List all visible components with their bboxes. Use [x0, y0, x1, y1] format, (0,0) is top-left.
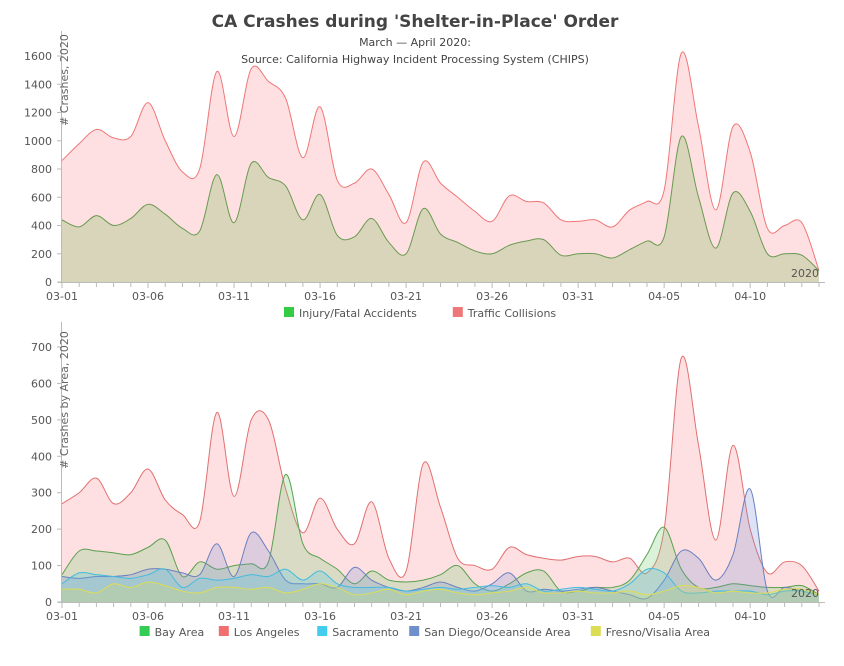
legend-item[interactable]: Los Angeles	[218, 626, 300, 639]
legend-label: Fresno/Visalia Area	[606, 626, 710, 639]
x-tick-label: 04-10	[734, 610, 766, 623]
y-tick-label: 1600	[24, 50, 52, 63]
legend-swatch	[590, 626, 601, 636]
line-sacramento	[61, 568, 820, 596]
legend-swatch	[317, 626, 328, 636]
legend-label: Sacramento	[332, 626, 399, 639]
chart-2: 0 100 200 300 400 500 600 700 03-01 03-06 03-11 03-…	[31, 322, 825, 639]
line-los-angeles	[61, 355, 820, 592]
year-label: 2020	[791, 587, 819, 600]
x-tick-label: 04-10	[734, 290, 766, 303]
x-tick-label: 03-31	[562, 290, 594, 303]
area-los-angeles	[62, 356, 819, 602]
y-tick-label: 800	[31, 163, 52, 176]
y-tick-label: 200	[31, 248, 52, 261]
legend-label: Los Angeles	[234, 626, 300, 639]
legend-item[interactable]: Fresno/Visalia Area	[590, 626, 710, 639]
chart-1: 0 200 400 600 800 1000 1200 1400 1600 03-01 03-06 0…	[24, 31, 825, 320]
legend-label: Injury/Fatal Accidents	[299, 307, 417, 320]
x-tick-label: 04-05	[648, 610, 680, 623]
area-bay-area	[62, 474, 819, 602]
x-tick-label: 03-21	[390, 290, 422, 303]
y-tick-label: 500	[31, 414, 52, 427]
chart-source: Source: California Highway Incident Proc…	[241, 53, 589, 66]
y-tick-label: 1200	[24, 107, 52, 120]
legend-item[interactable]: San Diego/Oceanside Area	[409, 626, 571, 639]
y-tick-label: 400	[31, 220, 52, 233]
y-tick-label: 100	[31, 560, 52, 573]
legend-swatch	[218, 626, 229, 636]
x-tick-label: 04-05	[648, 290, 680, 303]
y-tick-label: 0	[45, 276, 52, 289]
y-tick-label: 0	[45, 596, 52, 609]
y-tick-label: 700	[31, 341, 52, 354]
legend-label: San Diego/Oceanside Area	[424, 626, 570, 639]
x-tick-label: 03-26	[476, 290, 508, 303]
y-tick-label: 300	[31, 487, 52, 500]
x-tick-label: 03-01	[46, 610, 78, 623]
line-bay-area	[61, 473, 820, 596]
y-tick-label: 200	[31, 523, 52, 536]
legend-item[interactable]: Bay Area	[139, 626, 205, 639]
y-tick-label: 1400	[24, 78, 52, 91]
x-tick-label: 03-11	[218, 290, 250, 303]
legend: Bay Area Los Angeles Sacramento San Diego/O…	[139, 626, 710, 639]
area-traffic-collisions	[62, 51, 819, 282]
x-tick-label: 03-01	[46, 290, 78, 303]
legend-item[interactable]: Sacramento	[317, 626, 399, 639]
y-tick-label: 600	[31, 377, 52, 390]
legend: Injury/Fatal Accidents Traffic Collisions	[284, 307, 556, 320]
y-axis-title: # Crashes by Area, 2020	[58, 331, 71, 469]
area-san-diego-oceanside-area	[62, 488, 819, 602]
legend-label: Traffic Collisions	[467, 307, 557, 320]
chart-title: CA Crashes during 'Shelter-in-Place' Ord…	[211, 12, 619, 32]
y-tick-label: 600	[31, 191, 52, 204]
area-injury-fatal-accidents	[62, 135, 819, 282]
y-tick-label: 400	[31, 450, 52, 463]
legend-swatch	[452, 307, 463, 317]
x-tick-label: 03-31	[562, 610, 594, 623]
x-tick-label: 03-21	[390, 610, 422, 623]
legend-swatch	[409, 626, 420, 636]
x-tick-label: 03-06	[132, 610, 164, 623]
area-fresno-visalia-area	[62, 581, 819, 602]
legend-item[interactable]: Traffic Collisions	[452, 307, 557, 320]
legend-item[interactable]: Injury/Fatal Accidents	[284, 307, 417, 320]
x-tick-label: 03-06	[132, 290, 164, 303]
x-tick-label: 03-16	[304, 610, 336, 623]
chart-subtitle: March — April 2020:	[359, 36, 471, 49]
legend-label: Bay Area	[155, 626, 205, 639]
y-axis-title: # Crashes, 2020	[58, 34, 71, 126]
line-san-diego-oceanside-area	[61, 488, 820, 600]
area-sacramento	[62, 568, 819, 602]
x-tick-label: 03-11	[218, 610, 250, 623]
x-tick-label: 03-16	[304, 290, 336, 303]
year-label: 2020	[791, 267, 819, 280]
legend-swatch	[284, 307, 294, 317]
legend-swatch	[139, 626, 150, 636]
line-injury-fatal-accidents	[61, 135, 820, 272]
line-traffic-collisions	[61, 51, 820, 271]
y-tick-label: 1000	[24, 135, 52, 148]
x-tick-label: 03-26	[476, 610, 508, 623]
line-fresno-visalia-area	[61, 581, 820, 596]
